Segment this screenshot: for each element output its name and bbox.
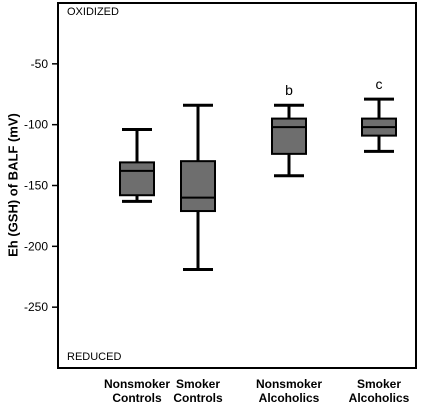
category-label: Nonsmoker Alcoholics [256, 377, 322, 405]
y-tick-label: -150 [24, 179, 48, 193]
iqr-box [271, 117, 307, 155]
category-label-line: Nonsmoker [256, 377, 322, 391]
y-tick-label: -200 [24, 239, 48, 253]
y-axis-ticks: -250 -200 -150 -100 -50 [24, 57, 58, 314]
category-label: Nonsmoker Controls [104, 377, 170, 405]
significance-annotation: b [285, 82, 293, 98]
category-label-line: Smoker [176, 377, 220, 391]
y-axis-title: Eh (GSH) of BALF (mV) [5, 113, 20, 257]
category-label-line: Controls [112, 391, 162, 405]
box-group: c [361, 76, 397, 153]
oxidized-label: OXIDIZED [67, 6, 119, 18]
y-tick-label: -250 [24, 300, 48, 314]
category-label-line: Alcoholics [349, 391, 410, 405]
category-label-line: Smoker [357, 377, 401, 391]
iqr-box [180, 160, 216, 213]
y-tick-label: -50 [31, 57, 49, 71]
y-tick-label: -100 [24, 118, 48, 132]
category-label-line: Controls [173, 391, 223, 405]
category-label: Smoker Alcoholics [349, 377, 410, 405]
box-group [119, 128, 155, 203]
reduced-label: REDUCED [67, 351, 121, 363]
category-label: Smoker Controls [173, 377, 223, 405]
box-group: b [271, 82, 307, 178]
category-label-line: Nonsmoker [104, 377, 170, 391]
category-label-line: Alcoholics [259, 391, 320, 405]
plot-frame [57, 2, 417, 369]
iqr-box [119, 161, 155, 197]
box-group [180, 103, 216, 271]
significance-annotation: c [376, 76, 383, 92]
